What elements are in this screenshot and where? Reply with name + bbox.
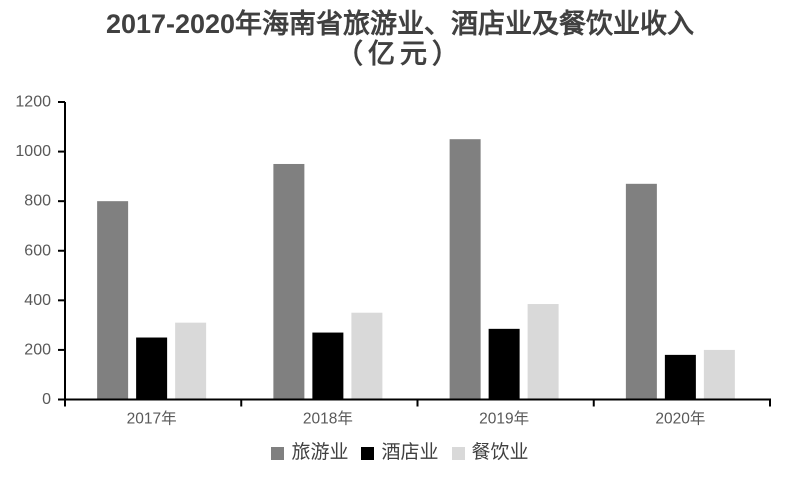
y-tick-label: 1000 — [15, 143, 51, 160]
bar-旅游业-2020年 — [625, 183, 657, 400]
bar-酒店业-2017年 — [136, 337, 168, 400]
y-tick-label: 600 — [24, 242, 51, 259]
x-category-label: 2018年 — [303, 410, 353, 428]
y-tick-label: 1200 — [15, 94, 51, 111]
y-tick-label: 200 — [24, 341, 51, 358]
bar-餐饮业-2019年 — [527, 304, 559, 400]
legend-swatch-旅游业 — [271, 446, 285, 460]
x-category-label: 2017年 — [127, 410, 177, 428]
chart-title-line2: （亿元） — [336, 39, 464, 69]
chart-legend: 旅游业 酒店业 餐饮业 — [0, 443, 800, 463]
bar-酒店业-2020年 — [664, 354, 696, 400]
legend-swatch-餐饮业 — [451, 446, 465, 460]
x-category-label: 2019年 — [479, 410, 529, 428]
legend-item-酒店业: 酒店业 — [361, 442, 439, 463]
legend-label: 餐饮业 — [471, 442, 529, 463]
legend-label: 旅游业 — [291, 442, 349, 463]
bar-酒店业-2019年 — [488, 328, 520, 400]
bar-餐饮业-2017年 — [175, 322, 207, 400]
bar-旅游业-2019年 — [449, 139, 481, 400]
legend-item-旅游业: 旅游业 — [271, 443, 348, 463]
y-tick-label: 400 — [24, 292, 51, 309]
bar-旅游业-2017年 — [97, 201, 129, 400]
chart-title: 2017-2020年海南省旅游业、酒店业及餐饮业收入 （亿元） — [0, 9, 800, 69]
y-tick-label: 0 — [42, 391, 51, 408]
bar-酒店业-2018年 — [312, 332, 344, 400]
x-category-label: 2020年 — [655, 410, 705, 428]
chart-title-line1: 2017-2020年海南省旅游业、酒店业及餐饮业收入 — [105, 9, 695, 39]
legend-swatch-酒店业 — [361, 446, 375, 460]
legend-label: 酒店业 — [381, 442, 439, 463]
y-tick-label: 800 — [24, 193, 51, 210]
bar-餐饮业-2020年 — [703, 349, 735, 400]
bar-餐饮业-2018年 — [351, 312, 383, 400]
legend-item-餐饮业: 餐饮业 — [451, 442, 529, 463]
bar-旅游业-2018年 — [273, 163, 305, 400]
